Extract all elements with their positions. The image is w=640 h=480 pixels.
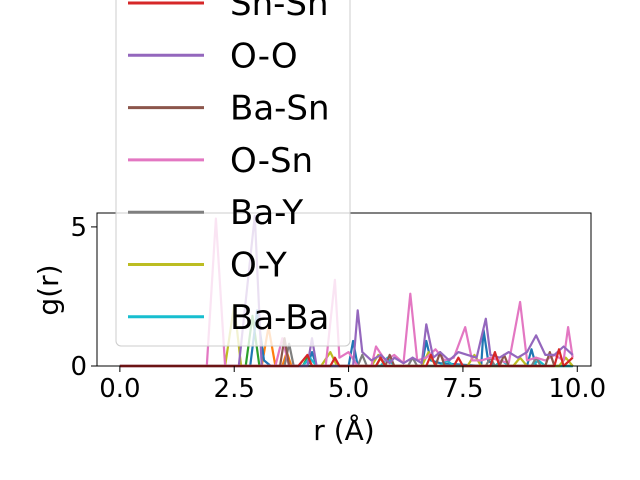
legend-label-ba-y: Ba-Y (230, 193, 303, 233)
legend-label-o-o: O-O (230, 36, 298, 76)
legend-label-ba-sn: Ba-Sn (230, 89, 330, 129)
x-tick-label: 7.5 (442, 374, 483, 404)
legend-label-sn-sn: Sn-Sn (230, 0, 329, 24)
y-axis-ticks: 05 (70, 213, 97, 382)
series-line-o-o (119, 214, 574, 368)
x-axis-ticks: 0.0 2.5 5.0 7.5 10.0 (99, 366, 606, 404)
y-axis-label: g(r) (32, 264, 65, 315)
legend: Sn-Sn O-O Ba-Sn O-Sn Ba-Y O-Y Ba-Ba (115, 0, 351, 347)
x-tick-label: 5.0 (328, 374, 369, 404)
y-tick-label: 5 (70, 213, 87, 243)
x-tick-label: 10.0 (548, 374, 606, 404)
legend-label-ba-ba: Ba-Ba (230, 298, 329, 338)
x-axis-label: r (Å) (313, 413, 374, 447)
legend-label-o-y: O-Y (230, 246, 287, 286)
legend-box (115, 0, 351, 347)
y-tick-label: 0 (70, 352, 87, 382)
legend-label-o-sn: O-Sn (230, 141, 313, 181)
x-tick-label: 0.0 (99, 374, 140, 404)
x-tick-label: 2.5 (214, 374, 255, 404)
